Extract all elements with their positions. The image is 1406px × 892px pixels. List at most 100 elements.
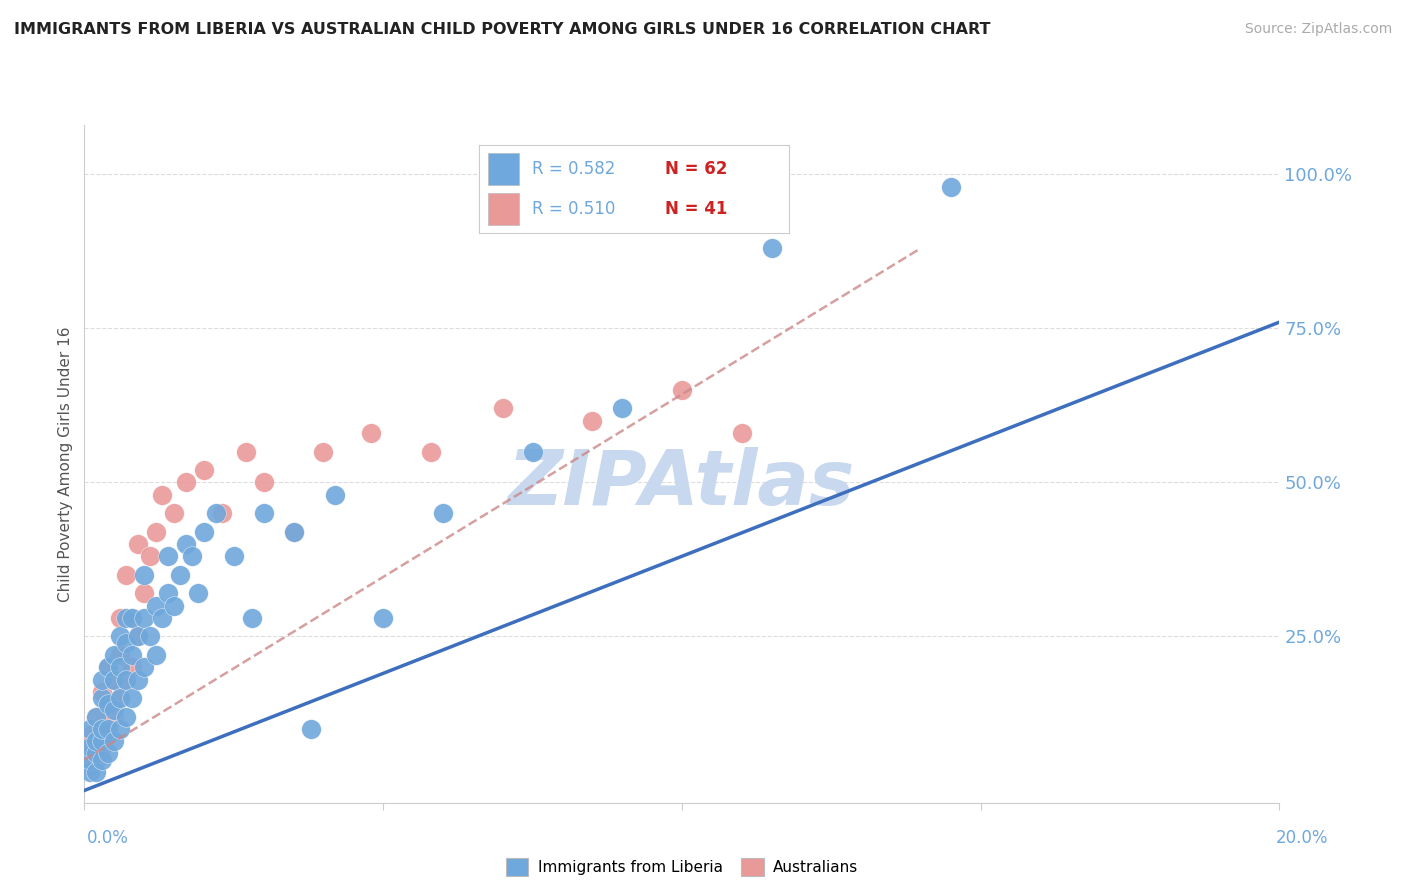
Point xyxy=(174,537,197,551)
Point xyxy=(205,506,228,520)
Text: N = 62: N = 62 xyxy=(665,160,727,178)
Point xyxy=(761,241,783,255)
Point xyxy=(169,567,191,582)
Point xyxy=(86,747,108,761)
FancyBboxPatch shape xyxy=(488,153,519,185)
Point xyxy=(115,567,138,582)
Point xyxy=(150,488,173,502)
Point xyxy=(132,611,156,625)
Point xyxy=(97,697,120,711)
Text: Source: ZipAtlas.com: Source: ZipAtlas.com xyxy=(1244,22,1392,37)
Point xyxy=(145,524,167,539)
Point xyxy=(97,722,120,736)
Point xyxy=(91,685,114,699)
Point xyxy=(103,709,125,723)
Point xyxy=(110,722,132,736)
Point xyxy=(283,524,305,539)
Point xyxy=(79,740,101,755)
Point xyxy=(110,691,132,706)
Point xyxy=(110,629,132,643)
Point xyxy=(610,401,633,416)
Point xyxy=(86,709,108,723)
Point xyxy=(97,660,120,674)
Point xyxy=(139,549,162,564)
Point xyxy=(193,463,215,477)
Point xyxy=(301,722,323,736)
Point xyxy=(115,635,138,649)
Point xyxy=(139,629,162,643)
Text: IMMIGRANTS FROM LIBERIA VS AUSTRALIAN CHILD POVERTY AMONG GIRLS UNDER 16 CORRELA: IMMIGRANTS FROM LIBERIA VS AUSTRALIAN CH… xyxy=(14,22,991,37)
Point xyxy=(939,179,962,194)
Point xyxy=(145,599,167,613)
FancyBboxPatch shape xyxy=(488,193,519,225)
Point xyxy=(79,740,101,755)
Point xyxy=(731,425,754,440)
Point xyxy=(163,599,186,613)
Point xyxy=(97,728,120,742)
Point xyxy=(97,697,120,711)
Point xyxy=(127,629,149,643)
Point xyxy=(86,753,108,767)
Point xyxy=(115,673,138,687)
Point xyxy=(110,660,132,674)
Point xyxy=(103,673,125,687)
Point xyxy=(253,475,276,490)
Text: 20.0%: 20.0% xyxy=(1277,829,1329,847)
Legend: Immigrants from Liberia, Australians: Immigrants from Liberia, Australians xyxy=(498,850,866,883)
Point xyxy=(110,611,132,625)
Point xyxy=(110,648,132,662)
Point xyxy=(79,753,101,767)
Point xyxy=(79,722,101,736)
Point xyxy=(180,549,204,564)
Point xyxy=(312,444,335,458)
Point xyxy=(115,709,138,723)
Point xyxy=(121,660,143,674)
Point xyxy=(127,537,149,551)
Point xyxy=(115,673,138,687)
Point xyxy=(420,444,443,458)
Point xyxy=(97,747,120,761)
Point xyxy=(103,673,125,687)
Point xyxy=(211,506,233,520)
Point xyxy=(492,401,515,416)
Point xyxy=(323,488,347,502)
Point xyxy=(145,648,167,662)
Point xyxy=(150,611,173,625)
Point xyxy=(86,734,108,748)
Point xyxy=(79,728,101,742)
Point xyxy=(132,660,156,674)
Point xyxy=(91,691,114,706)
Point xyxy=(163,506,186,520)
Point xyxy=(127,673,149,687)
Text: R = 0.582: R = 0.582 xyxy=(531,160,614,178)
Point xyxy=(91,715,114,730)
Point xyxy=(283,524,305,539)
Point xyxy=(240,611,263,625)
Point xyxy=(110,691,132,706)
Point xyxy=(360,425,382,440)
Point xyxy=(115,611,138,625)
Y-axis label: Child Poverty Among Girls Under 16: Child Poverty Among Girls Under 16 xyxy=(58,326,73,601)
Point xyxy=(157,549,180,564)
Point xyxy=(671,383,693,397)
Text: 0.0%: 0.0% xyxy=(87,829,129,847)
Point xyxy=(127,629,149,643)
Point xyxy=(371,611,394,625)
Point xyxy=(121,611,143,625)
Point xyxy=(432,506,454,520)
Point xyxy=(522,444,544,458)
Point xyxy=(103,703,125,717)
Text: N = 41: N = 41 xyxy=(665,200,727,218)
Point xyxy=(86,764,108,779)
Point xyxy=(121,611,143,625)
Point xyxy=(253,506,276,520)
Point xyxy=(97,660,120,674)
Point xyxy=(235,444,257,458)
Point xyxy=(86,709,108,723)
Point xyxy=(91,722,114,736)
Point xyxy=(91,740,114,755)
Point xyxy=(187,586,209,600)
Point xyxy=(91,753,114,767)
Point xyxy=(91,673,114,687)
Point xyxy=(174,475,197,490)
